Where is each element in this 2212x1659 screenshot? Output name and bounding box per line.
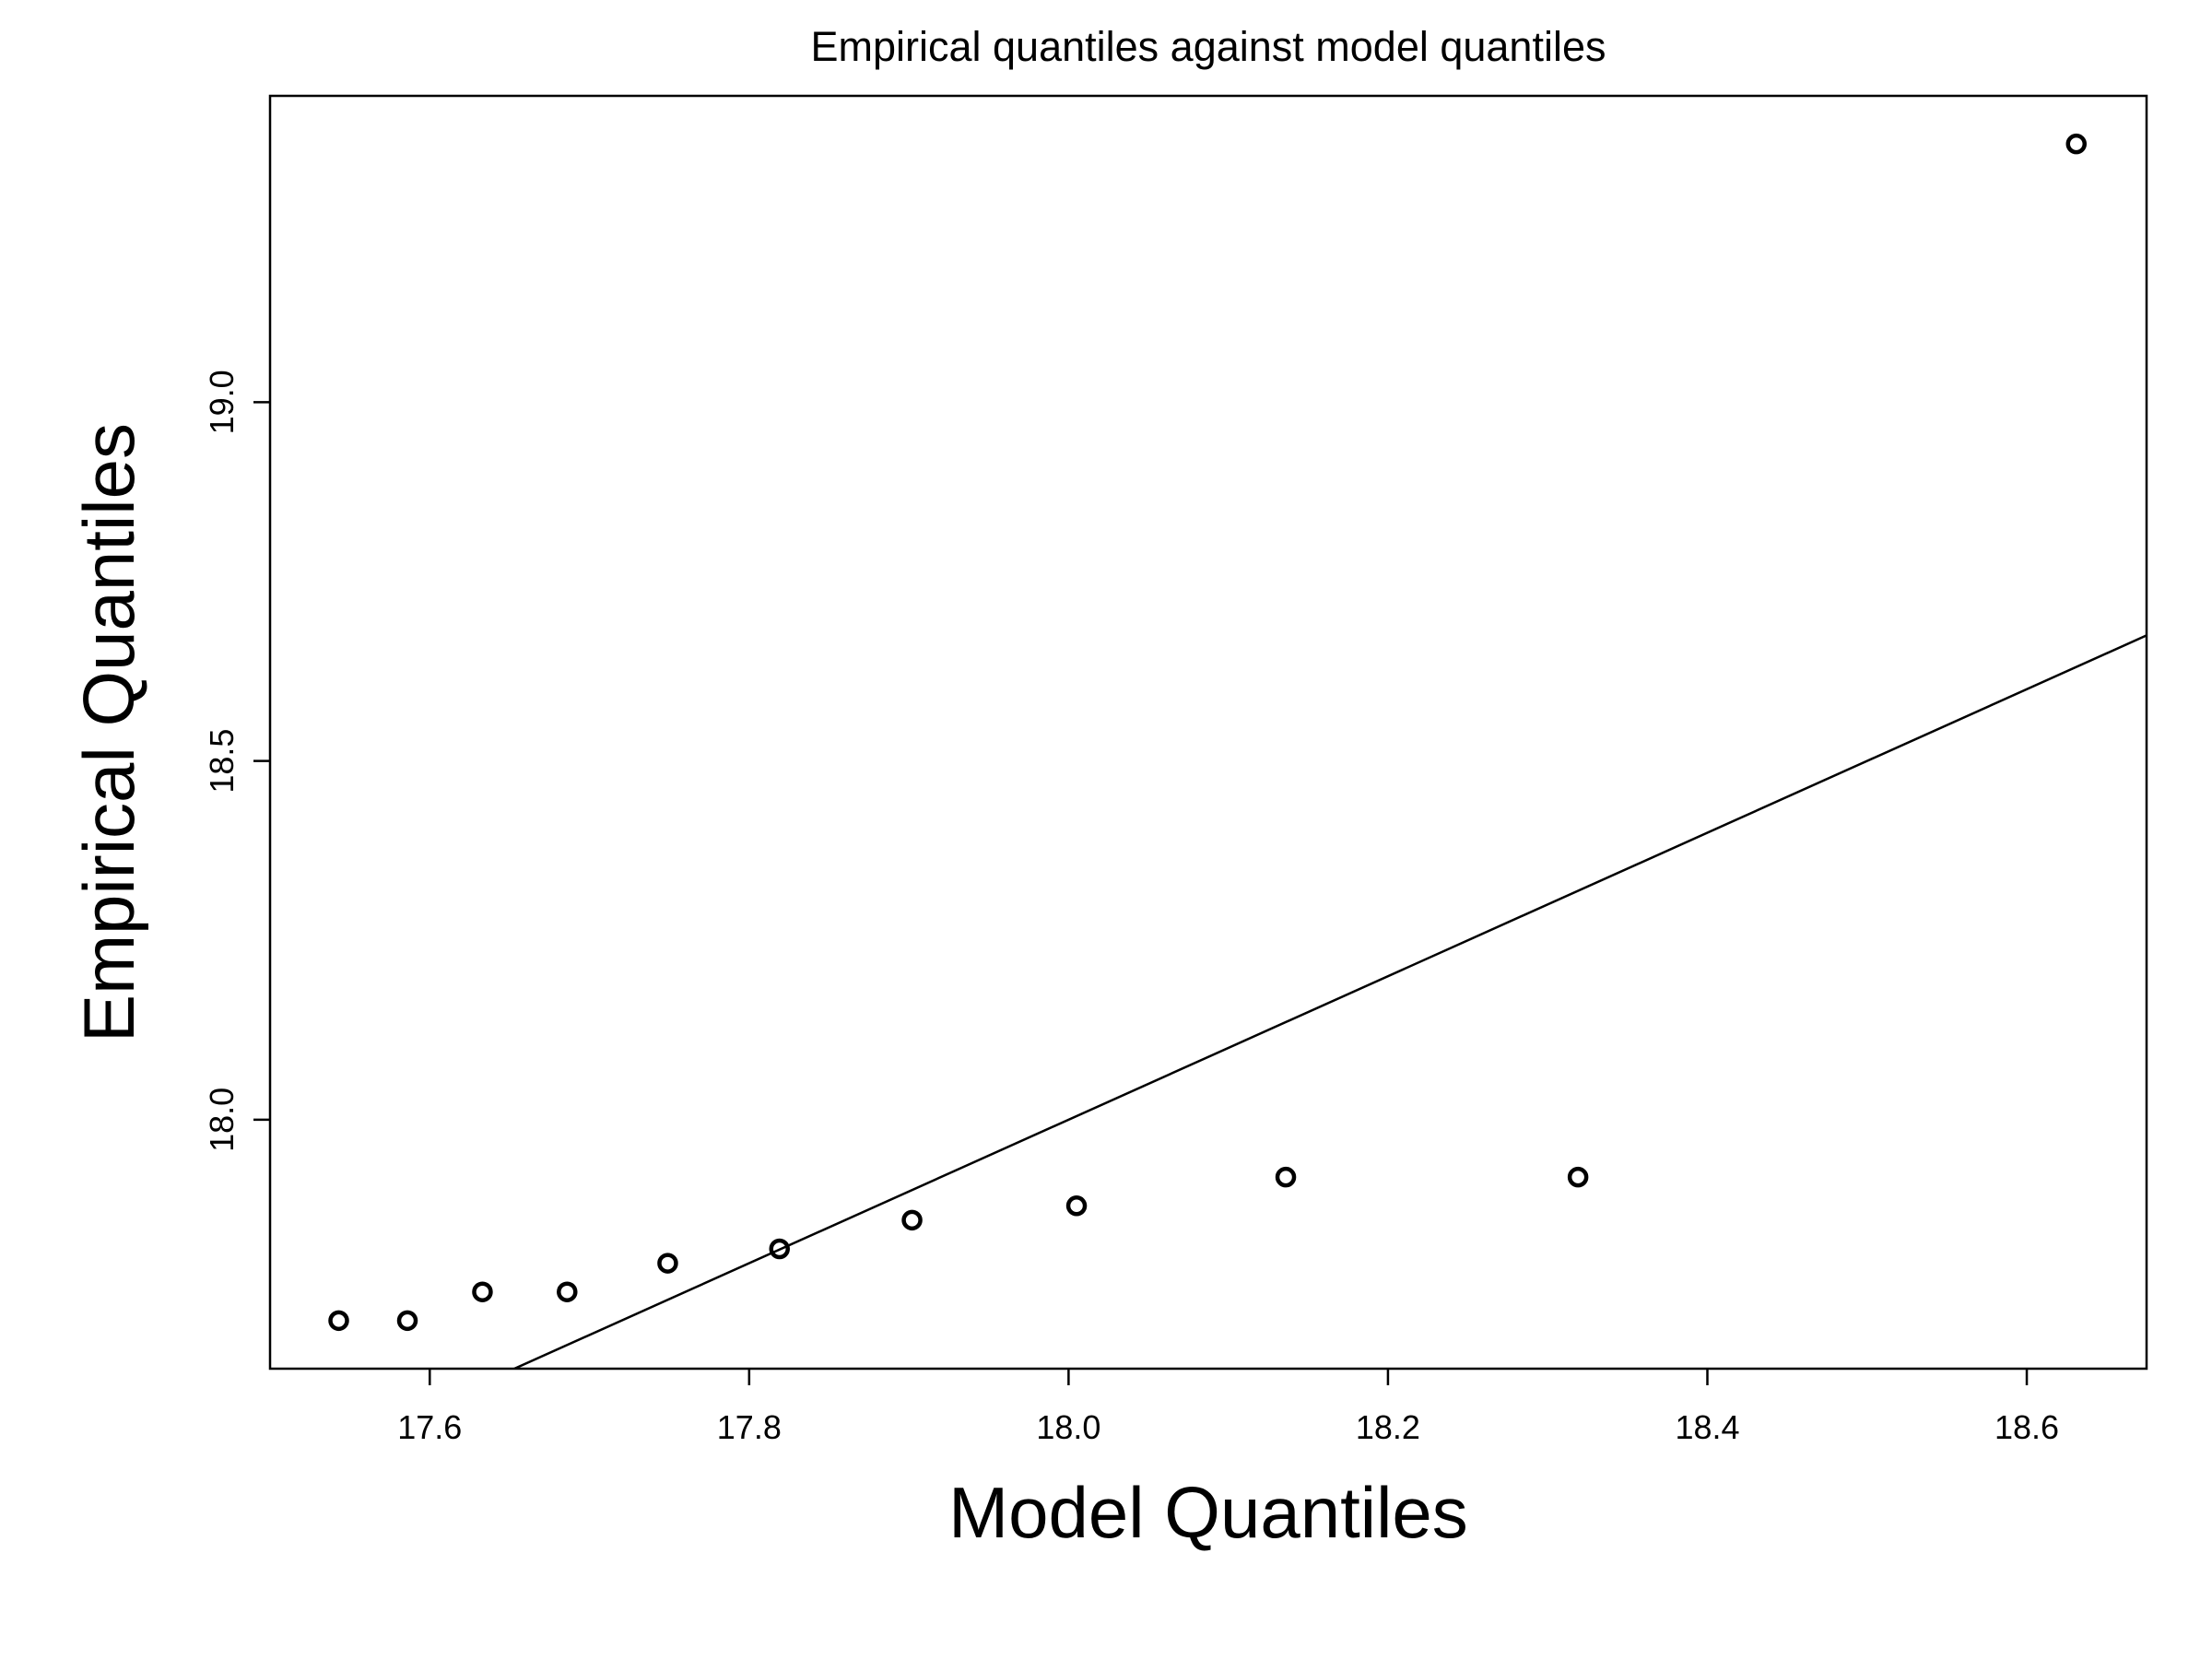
data-points [328,133,2088,1332]
y-tick-label: 18.5 [203,729,241,794]
data-point [657,1253,678,1274]
x-tick-label: 18.2 [1356,1408,1420,1446]
data-point [396,1310,418,1332]
x-tick-label: 18.0 [1036,1408,1100,1446]
data-point [1275,1166,1297,1188]
chart-title: Empirical quantiles against model quanti… [811,23,1606,70]
data-point [901,1209,923,1231]
data-point [1567,1166,1589,1188]
data-point [1065,1195,1088,1217]
x-tick-label: 18.6 [1994,1408,2059,1446]
data-point [2065,133,2088,155]
x-tick-label: 17.8 [717,1408,782,1446]
y-axis-label: Empirical Quantiles [68,423,149,1042]
y-tick-label: 19.0 [203,370,241,434]
x-tick-label: 17.6 [397,1408,462,1446]
data-point [472,1281,493,1302]
data-point [557,1281,578,1302]
x-axis-label: Model Quantiles [948,1472,1468,1553]
data-point [769,1238,791,1260]
data-point [328,1310,349,1332]
x-axis: 17.6 17.8 18.0 18.2 18.4 18.6 [397,1369,2059,1446]
reference-line [512,634,2147,1369]
plot-frame [268,94,2148,1371]
y-axis: 18.0 18.5 19.0 [203,370,270,1152]
x-tick-label: 18.4 [1675,1408,1739,1446]
y-tick-label: 18.0 [203,1088,241,1152]
